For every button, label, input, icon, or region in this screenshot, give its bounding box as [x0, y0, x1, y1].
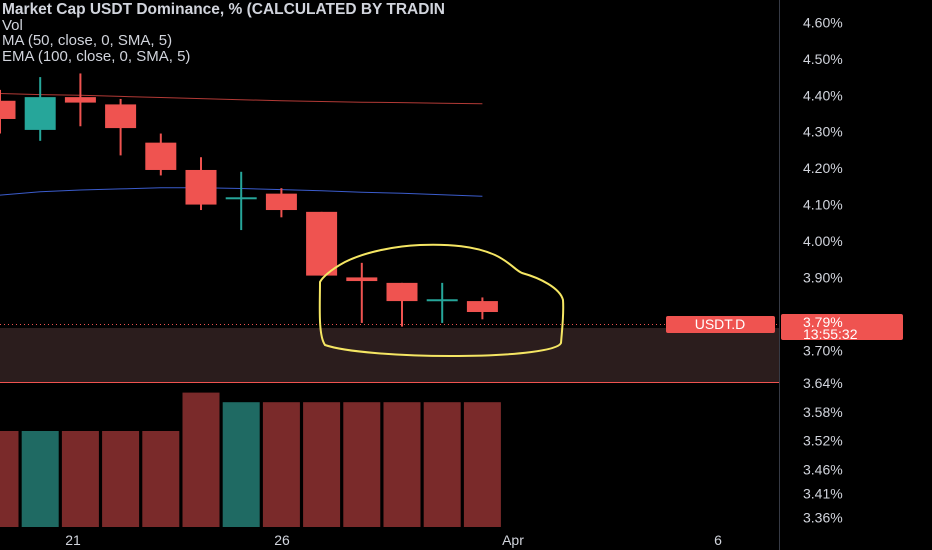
- symbol-tag-text: USDT.D: [695, 316, 746, 332]
- candle-body: [225, 197, 257, 200]
- y-tick-label: 3.46%: [803, 461, 843, 477]
- y-tick-label: 3.64%: [803, 375, 843, 391]
- ma-legend[interactable]: MA (50, close, 0, SMA, 5): [2, 32, 173, 49]
- candle-body: [386, 282, 418, 302]
- y-tick-label: 3.58%: [803, 404, 843, 420]
- volume-bar: [222, 402, 260, 527]
- volume-bar: [182, 392, 220, 527]
- candle-body: [145, 142, 177, 170]
- time-scale[interactable]: 21 26 Apr 6: [65, 532, 722, 548]
- ema-legend[interactable]: EMA (100, close, 0, SMA, 5): [2, 47, 191, 65]
- y-tick-label: 3.52%: [803, 433, 843, 449]
- y-tick-label: 4.60%: [803, 15, 843, 31]
- candle-body: [346, 277, 378, 282]
- candle-body: [265, 193, 297, 211]
- candle-body: [426, 299, 458, 302]
- chart-legend: Market Cap USDT Dominance, % (CALCULATED…: [2, 2, 776, 64]
- volume-bars: [0, 392, 501, 527]
- y-tick-label: 4.50%: [803, 51, 843, 67]
- chart-title[interactable]: Market Cap USDT Dominance, % (CALCULATED…: [2, 2, 445, 18]
- volume-bar: [262, 402, 300, 527]
- x-tick-label: 21: [65, 532, 81, 548]
- volume-bar: [343, 402, 381, 527]
- candle-body: [466, 301, 498, 313]
- y-tick-label: 3.41%: [803, 485, 843, 501]
- volume-bar: [383, 402, 421, 527]
- price-tag-value: 3.79%: [803, 314, 843, 330]
- volume-bar: [423, 402, 461, 527]
- y-tick-label: 4.30%: [803, 124, 843, 140]
- x-tick-label: 26: [274, 532, 290, 548]
- x-tick-label: 6: [714, 532, 722, 548]
- y-tick-label: 3.90%: [803, 269, 843, 285]
- volume-bar: [0, 431, 19, 527]
- price-scale[interactable]: 4.60% 4.50% 4.40% 4.30% 4.20% 4.10% 4.00% 3.90%…: [803, 15, 843, 526]
- symbol-tag: [666, 316, 775, 333]
- volume-bar: [463, 402, 501, 527]
- volume-bar: [303, 402, 341, 527]
- x-tick-label: Apr: [502, 532, 524, 548]
- y-tick-label: 3.36%: [803, 509, 843, 525]
- candle-body: [105, 104, 137, 129]
- candle-body: [64, 97, 96, 103]
- y-tick-label: 4.20%: [803, 160, 843, 176]
- candle-body: [24, 97, 56, 130]
- y-tick-label: 4.10%: [803, 197, 843, 213]
- price-tag-countdown: 13:55:32: [803, 326, 858, 342]
- volume-bar: [21, 431, 59, 527]
- y-tick-label: 4.00%: [803, 233, 843, 249]
- candlesticks: [0, 73, 498, 327]
- y-tick-label: 4.40%: [803, 87, 843, 103]
- candle-body: [306, 211, 338, 276]
- volume-bar: [142, 431, 180, 527]
- volume-bar: [61, 431, 99, 527]
- annotation-ellipse: [318, 243, 565, 358]
- price-tag: [781, 314, 903, 340]
- candle-body: [0, 100, 16, 119]
- volume-legend[interactable]: Vol: [2, 16, 23, 34]
- y-tick-label: 3.70%: [803, 342, 843, 358]
- volume-bar: [102, 431, 140, 527]
- candle-body: [185, 169, 217, 205]
